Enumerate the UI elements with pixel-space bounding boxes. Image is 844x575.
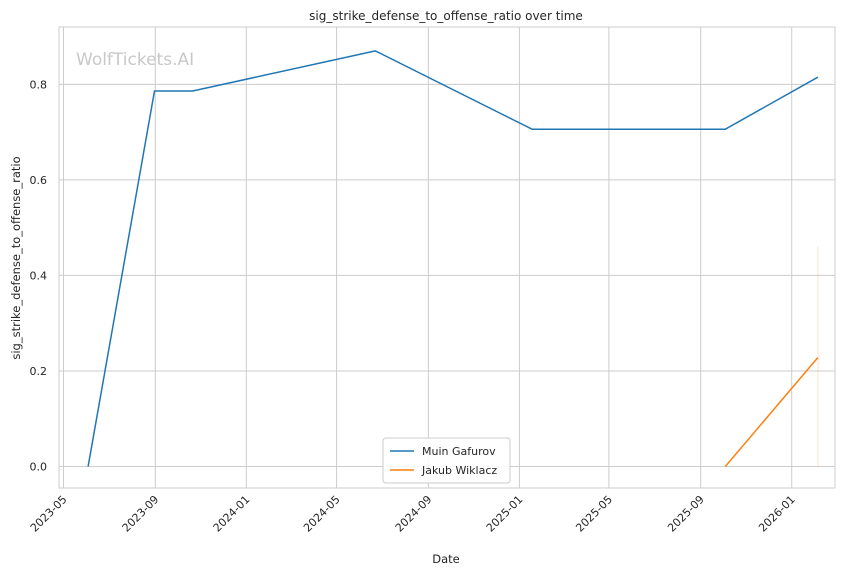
x-tick-label: 2023-05: [28, 493, 70, 535]
series-line-muin-gafurov: [87, 50, 819, 467]
y-tick-labels: 0.0 0.2 0.4 0.6 0.8: [30, 78, 48, 473]
x-axis-title: Date: [432, 552, 460, 566]
legend: Muin Gafurov Jakub Wiklacz: [382, 437, 511, 484]
grid-layer: [59, 27, 835, 488]
y-tick-label: 0.4: [30, 269, 48, 282]
plot-frame: [58, 26, 836, 489]
y-tick-label: 0.8: [30, 78, 48, 91]
x-tick-label: 2025-05: [573, 493, 615, 535]
legend-label-jakub-wiklacz: Jakub Wiklacz: [421, 464, 497, 477]
x-tick-label: 2023-09: [120, 493, 162, 535]
legend-box: [382, 437, 511, 484]
x-tick-labels: 2023-05 2023-09 2024-01 2024-05 2024-09 2025-…: [28, 493, 798, 535]
y-tick-label: 0.6: [30, 174, 48, 187]
y-tick-label: 0.2: [30, 365, 48, 378]
x-tick-label: 2025-01: [484, 493, 526, 535]
watermark: WolfTickets.AI: [76, 50, 194, 70]
chart-title: sig_strike_defense_to_offense_ratio over…: [309, 9, 583, 23]
series-layer: [87, 50, 819, 467]
x-tick-label: 2024-09: [393, 493, 435, 535]
y-axis-title: sig_strike_defense_to_offense_ratio: [9, 156, 23, 359]
confidence-band-jakub-wiklacz: [817, 246, 819, 467]
y-tick-label: 0.0: [30, 461, 48, 474]
x-tick-label: 2024-05: [301, 493, 343, 535]
series-line-jakub-wiklacz: [724, 357, 819, 467]
x-tick-label: 2026-01: [756, 493, 798, 535]
x-tick-label: 2025-09: [665, 493, 707, 535]
legend-label-muin-gafurov: Muin Gafurov: [422, 445, 496, 458]
x-tick-label: 2024-01: [211, 493, 253, 535]
